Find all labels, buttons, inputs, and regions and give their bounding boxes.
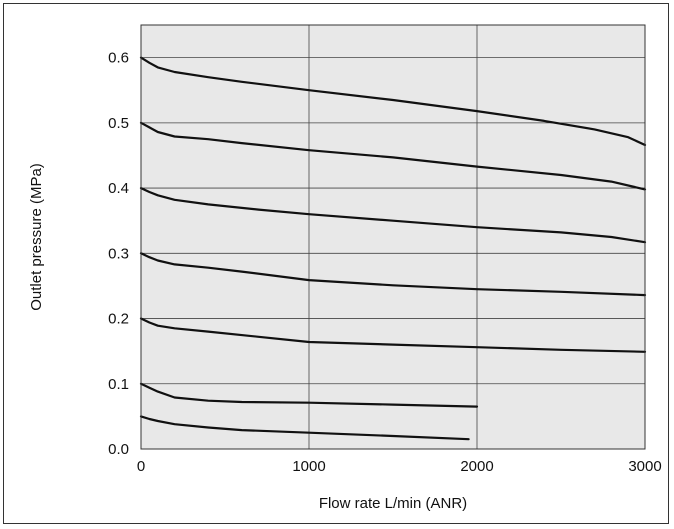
y-tick-label: 0.0 (108, 441, 129, 458)
y-tick-label: 0.2 (108, 311, 129, 328)
y-tick-label: 0.6 (108, 50, 129, 67)
series-line-7 (139, 415, 470, 441)
series-line-6 (139, 382, 479, 408)
x-tick-label: 2000 (460, 458, 493, 475)
plot-border (140, 24, 646, 450)
series-line-4 (139, 252, 647, 297)
plot-area (141, 25, 645, 449)
x-tick-label: 0 (137, 458, 145, 475)
y-tick-label: 0.3 (108, 245, 129, 262)
x-axis-ticks: 0 1000 2000 3000 (137, 458, 662, 475)
x-tick-label: 1000 (292, 458, 325, 475)
y-axis-ticks: 0.0 0.1 0.2 0.3 0.4 0.5 0.6 (108, 50, 129, 458)
y-tick-label: 0.1 (108, 376, 129, 393)
series-line-3 (139, 187, 647, 244)
series-line-2 (139, 121, 647, 191)
series-line-1 (139, 56, 647, 147)
x-tick-label: 3000 (628, 458, 661, 475)
y-tick-label: 0.5 (108, 115, 129, 132)
y-axis-title: Outlet pressure (MPa) (28, 163, 45, 311)
x-axis-title: Flow rate L/min (ANR) (319, 495, 467, 512)
y-tick-label: 0.4 (108, 180, 129, 197)
series-line-5 (139, 317, 647, 353)
series-lines (139, 56, 647, 441)
